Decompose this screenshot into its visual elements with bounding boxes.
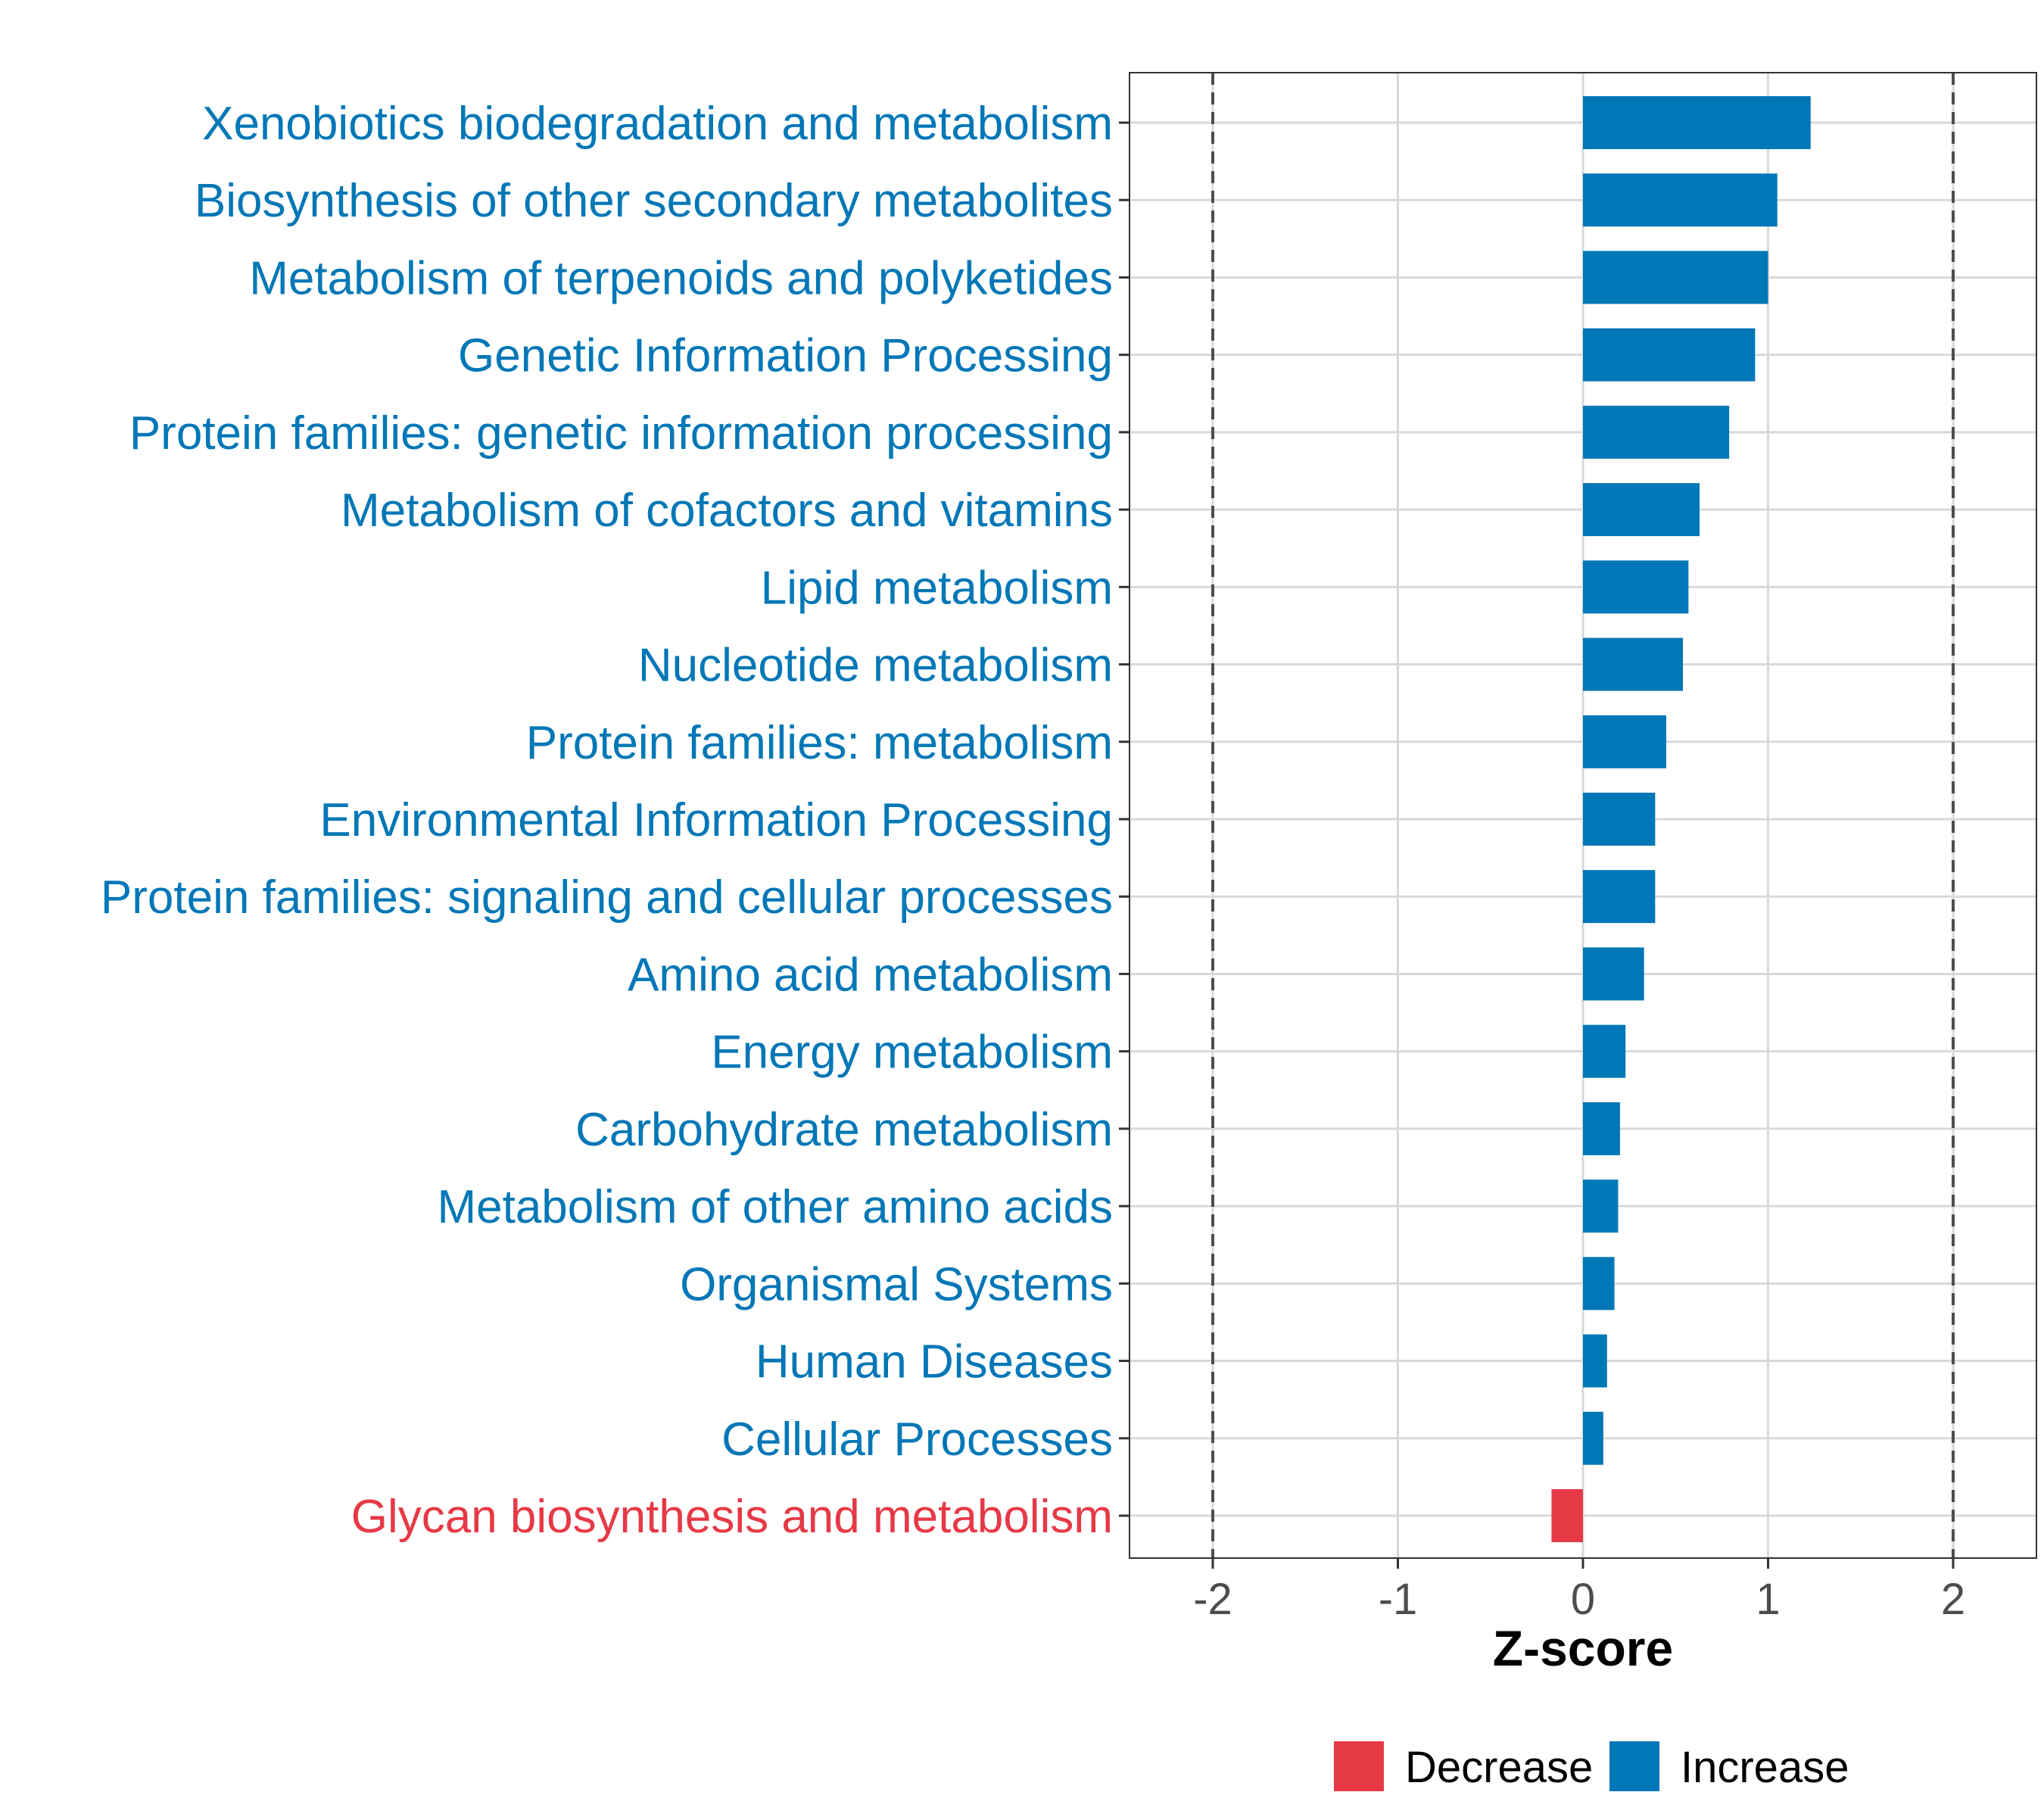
legend-label-decrease: Decrease bbox=[1405, 1743, 1593, 1792]
category-label: Energy metabolism bbox=[711, 1027, 1113, 1079]
category-label: Glycan biosynthesis and metabolism bbox=[351, 1491, 1113, 1543]
x-tick-label: -1 bbox=[1379, 1575, 1418, 1624]
category-label: Genetic Information Processing bbox=[458, 330, 1113, 382]
category-label: Environmental Information Processing bbox=[319, 794, 1113, 846]
legend: Decrease Increase bbox=[1334, 1741, 1849, 1792]
legend-label-increase: Increase bbox=[1681, 1743, 1849, 1792]
legend-swatch-increase bbox=[1609, 1741, 1659, 1791]
bar bbox=[1583, 947, 1644, 1001]
x-ticks: -2 -1 0 1 2 bbox=[1193, 1558, 1965, 1624]
category-label: Organismal Systems bbox=[680, 1258, 1113, 1311]
category-label: Metabolism of other amino acids bbox=[437, 1181, 1113, 1233]
x-tick-label: 1 bbox=[1756, 1575, 1780, 1624]
bar bbox=[1583, 637, 1684, 691]
category-label: Lipid metabolism bbox=[761, 562, 1113, 614]
bar bbox=[1583, 483, 1700, 537]
category-label: Nucleotide metabolism bbox=[638, 640, 1113, 692]
bar bbox=[1583, 251, 1768, 304]
bar bbox=[1583, 560, 1689, 614]
bar bbox=[1583, 1024, 1626, 1078]
category-label: Amino acid metabolism bbox=[628, 949, 1113, 1001]
bar bbox=[1583, 1334, 1607, 1388]
bar bbox=[1583, 1257, 1615, 1311]
bar bbox=[1583, 715, 1667, 768]
category-label: Carbohydrate metabolism bbox=[575, 1104, 1113, 1156]
bars bbox=[1551, 96, 1811, 1542]
reference-lines bbox=[1211, 73, 1955, 1558]
category-label: Xenobiotics biodegradation and metabolis… bbox=[202, 98, 1113, 150]
category-label: Cellular Processes bbox=[721, 1413, 1113, 1466]
category-label: Human Diseases bbox=[756, 1336, 1113, 1388]
category-labels: Xenobiotics biodegradation and metabolis… bbox=[101, 98, 1113, 1543]
category-label: Protein families: metabolism bbox=[526, 717, 1113, 769]
bar bbox=[1583, 1180, 1619, 1233]
category-label: Protein families: genetic information pr… bbox=[129, 407, 1113, 460]
category-label: Metabolism of cofactors and vitamins bbox=[341, 485, 1113, 537]
y-ticks bbox=[1119, 121, 1129, 1517]
bar bbox=[1583, 870, 1656, 924]
category-label: Protein families: signaling and cellular… bbox=[101, 871, 1113, 924]
x-tick-label: 0 bbox=[1571, 1575, 1595, 1624]
bar bbox=[1551, 1489, 1583, 1542]
bar bbox=[1583, 96, 1811, 149]
legend-swatch-decrease bbox=[1334, 1741, 1384, 1791]
x-tick-label: 2 bbox=[1941, 1575, 1965, 1624]
category-label: Metabolism of terpenoids and polyketides bbox=[249, 252, 1113, 304]
x-axis-title: Z-score bbox=[1493, 1620, 1673, 1676]
bar bbox=[1583, 1102, 1620, 1155]
bar bbox=[1583, 328, 1756, 382]
category-label: Biosynthesis of other secondary metaboli… bbox=[195, 175, 1113, 227]
bar bbox=[1583, 173, 1778, 227]
bar bbox=[1583, 793, 1656, 846]
bar bbox=[1583, 405, 1730, 459]
bar bbox=[1583, 1411, 1603, 1465]
x-tick-label: -2 bbox=[1193, 1575, 1232, 1624]
